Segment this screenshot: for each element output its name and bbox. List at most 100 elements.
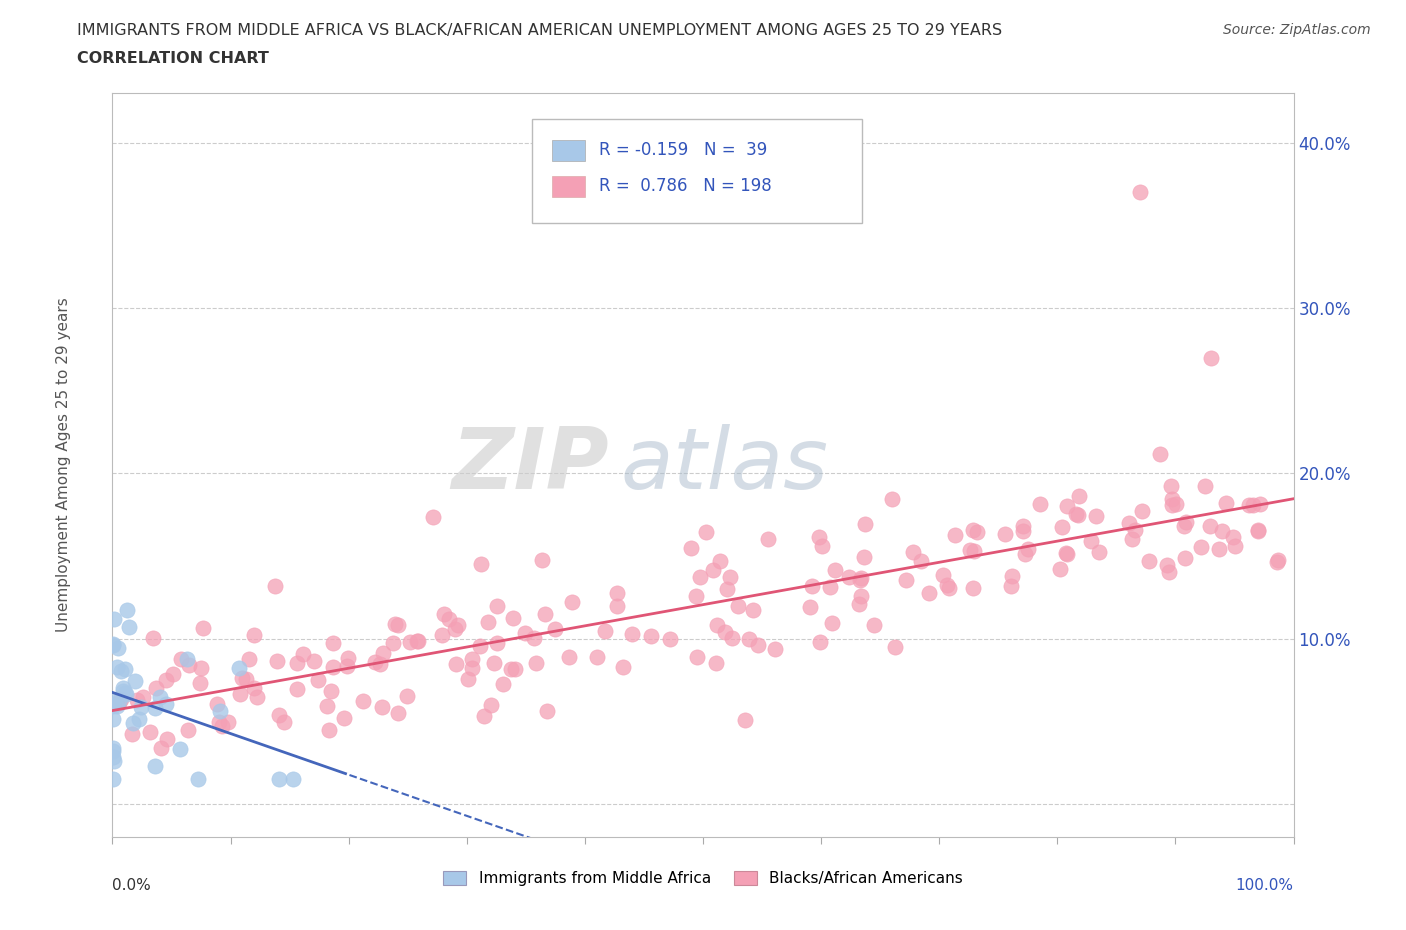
Point [821,616,844,631]
Point [1130,504,1153,519]
Point [208,714,231,729]
Point [114,686,136,701]
Point [176,723,198,737]
Text: Source: ZipAtlas.com: Source: ZipAtlas.com [1223,23,1371,37]
Point [1118,516,1140,531]
Point [734,712,756,727]
Point [1050,520,1073,535]
Point [461,660,484,675]
Point [1080,534,1102,549]
Point [718,569,741,584]
Point [896,572,918,587]
Point [446,657,468,671]
Point [524,655,547,670]
Point [336,658,359,673]
Point [1237,498,1260,512]
Point [1159,565,1181,579]
Point [1056,498,1078,513]
Point [917,585,939,600]
Point [101,711,124,726]
Point [801,578,824,593]
Point [1049,562,1071,577]
Point [101,741,124,756]
Point [190,660,212,675]
Point [1161,491,1184,506]
Point [513,626,536,641]
Point [721,631,744,645]
Point [1129,185,1152,200]
FancyBboxPatch shape [531,119,862,223]
Point [1161,498,1184,512]
Point [1156,558,1178,573]
Point [114,661,136,676]
Point [523,631,546,645]
Point [264,578,287,593]
Point [368,657,391,671]
Point [142,631,165,645]
Point [231,671,253,685]
Point [849,589,872,604]
Point [176,652,198,667]
Point [115,603,138,618]
Point [105,659,128,674]
Point [640,629,662,644]
Point [371,645,394,660]
Point [763,642,786,657]
Point [727,598,749,613]
Point [994,526,1017,541]
Point [211,719,233,734]
Point [149,740,172,755]
Point [1249,497,1271,512]
Point [246,690,269,705]
Point [1088,544,1111,559]
Text: 100.0%: 100.0% [1236,878,1294,893]
Point [756,531,779,546]
Point [103,692,125,707]
Point [121,727,143,742]
Legend: Immigrants from Middle Africa, Blacks/African Americans: Immigrants from Middle Africa, Blacks/Af… [437,865,969,893]
Text: Unemployment Among Ages 25 to 29 years: Unemployment Among Ages 25 to 29 years [56,298,70,632]
Point [659,631,682,646]
Point [143,700,166,715]
Point [1265,554,1288,569]
Text: R =  0.786   N = 198: R = 0.786 N = 198 [599,177,772,195]
Point [1000,578,1022,593]
Point [302,653,325,668]
Point [612,660,634,675]
Point [162,666,184,681]
Point [124,673,146,688]
Point [267,772,290,787]
Point [501,662,523,677]
Point [398,635,420,650]
Point [131,700,153,715]
Point [738,631,761,646]
Point [430,627,453,642]
Point [110,692,132,707]
Point [229,686,252,701]
Point [716,582,738,597]
Point [149,689,172,704]
Point [530,552,553,567]
Point [910,554,932,569]
FancyBboxPatch shape [551,140,585,161]
Point [932,568,955,583]
Point [1199,350,1222,365]
Point [1160,478,1182,493]
Point [1267,552,1289,567]
Point [838,569,860,584]
Point [901,544,924,559]
Point [384,617,406,631]
Point [387,706,409,721]
Point [685,589,707,604]
Point [107,694,129,709]
Point [352,694,374,709]
Text: R = -0.159   N =  39: R = -0.159 N = 39 [599,140,768,158]
Point [118,619,141,634]
Point [855,516,877,531]
Point [382,636,405,651]
Point [333,711,356,725]
Point [586,649,609,664]
Point [962,522,984,537]
Text: 0.0%: 0.0% [112,878,152,893]
Point [105,698,128,713]
